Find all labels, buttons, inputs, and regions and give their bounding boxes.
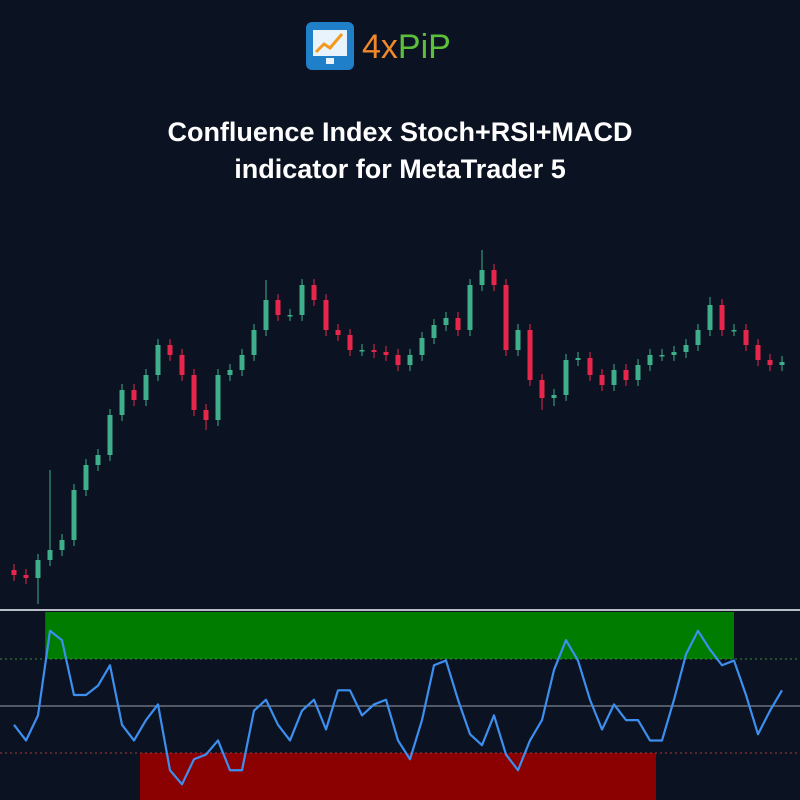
candle-body [35, 560, 41, 578]
candle-body [443, 318, 449, 325]
chart-title: Confluence Index Stoch+RSI+MACD [167, 117, 632, 147]
candle-body [659, 355, 665, 357]
candle-body [527, 330, 533, 380]
candle-body [107, 415, 113, 455]
candle-body [695, 330, 701, 345]
candle-body [491, 270, 497, 285]
candle-body [71, 490, 77, 540]
candle-body [479, 270, 485, 285]
candle-body [671, 352, 677, 355]
candle-body [755, 345, 761, 360]
candle-body [143, 375, 149, 400]
oscillator-panel [0, 612, 800, 800]
candle-body [167, 345, 173, 355]
logo-stand [326, 58, 334, 64]
candle-body [95, 455, 101, 465]
candle-body [719, 305, 725, 330]
candle-body [263, 300, 269, 330]
candle-body [227, 370, 233, 375]
logo: 4xPiP [306, 22, 451, 70]
candle-body [155, 345, 161, 375]
candle-body [83, 465, 89, 490]
candle-body [251, 330, 257, 355]
candle-body [539, 380, 545, 398]
candle-body [23, 575, 29, 578]
candle-body [323, 300, 329, 330]
candle-body [515, 330, 521, 350]
candle-body [455, 318, 461, 330]
candle-body [215, 375, 221, 420]
candle-body [347, 335, 353, 350]
candle-body [59, 540, 65, 550]
brand-part: 4x [362, 28, 398, 66]
candle-body [203, 410, 209, 420]
candle-body [299, 285, 305, 315]
candle-body [119, 390, 125, 415]
chart-subtitle: indicator for MetaTrader 5 [234, 154, 566, 184]
candle-body [647, 355, 653, 365]
candle-body [395, 355, 401, 365]
candle-body [11, 570, 17, 575]
candle-body [419, 338, 425, 355]
candle-body [383, 352, 389, 355]
candle-body [551, 395, 557, 398]
candle-body [359, 350, 365, 352]
oscillator-line [13, 629, 783, 786]
candle-body [611, 370, 617, 385]
candle-body [623, 370, 629, 380]
logo-arrow [314, 33, 344, 54]
brand-part: PiP [398, 28, 451, 66]
candle-body [467, 285, 473, 330]
candle-body [767, 360, 773, 365]
candle-body [779, 362, 785, 365]
zone [140, 753, 656, 800]
candle-body [275, 300, 281, 315]
candle-body [683, 345, 689, 352]
candle-body [563, 360, 569, 395]
candle-body [239, 355, 245, 370]
candle-body [587, 358, 593, 375]
candle-body [731, 330, 737, 332]
candle-body [635, 365, 641, 380]
candle-body [371, 350, 377, 352]
zone [45, 612, 734, 659]
candle-body [503, 285, 509, 350]
candle-body [179, 355, 185, 375]
candle-body [191, 375, 197, 410]
candle-body [407, 355, 413, 365]
candle-body [335, 330, 341, 335]
candle-body [131, 390, 137, 400]
candle-body [599, 375, 605, 385]
price-panel [11, 250, 785, 604]
candle-body [575, 358, 581, 360]
candle-body [287, 315, 293, 317]
brand: 4xPiP [362, 28, 451, 66]
candle-body [743, 330, 749, 345]
candle-body [431, 325, 437, 338]
candle-body [707, 305, 713, 330]
candle-body [311, 285, 317, 300]
logo-screen [313, 30, 347, 56]
candle-body [47, 550, 53, 560]
